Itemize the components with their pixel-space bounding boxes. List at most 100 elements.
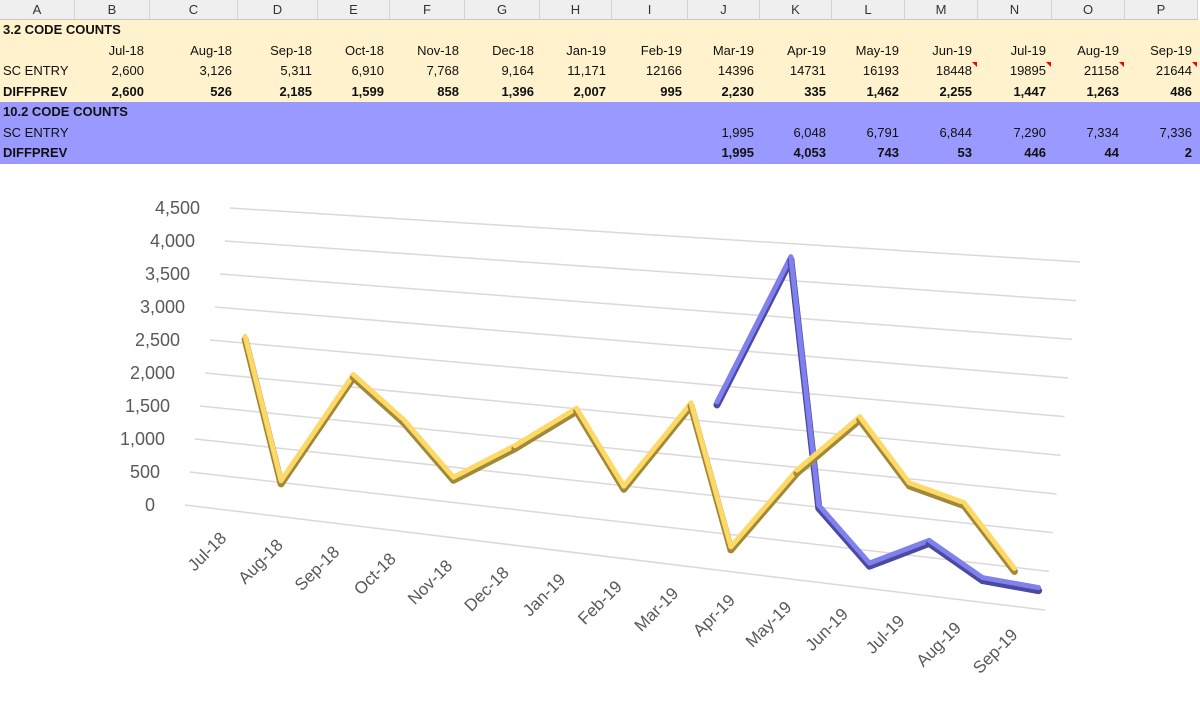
cell-L[interactable]: 6,791 — [866, 124, 899, 140]
column-header-M[interactable]: M — [905, 0, 978, 20]
cell-E[interactable]: 6,910 — [351, 63, 384, 78]
column-header-A[interactable]: A — [0, 0, 75, 20]
cell-B[interactable] — [75, 123, 150, 143]
row-label[interactable]: DIFFPREV — [3, 145, 68, 160]
cell-F[interactable] — [390, 143, 465, 163]
cell-I[interactable] — [612, 123, 688, 143]
comment-indicator-icon[interactable] — [1192, 62, 1197, 67]
column-header-F[interactable]: F — [390, 0, 465, 20]
cell-O[interactable]: 44 — [1104, 145, 1119, 160]
cell-O[interactable]: 21158 — [1083, 63, 1119, 78]
cell-K[interactable]: 14731 — [789, 63, 826, 78]
section-title[interactable]: 10.2 CODE COUNTS — [3, 104, 128, 119]
column-header-K[interactable]: K — [760, 0, 832, 20]
cell-P[interactable]: Sep-19 — [1150, 42, 1192, 58]
cell-M[interactable]: 2,255 — [939, 83, 972, 99]
cell-N[interactable]: 1,447 — [1013, 83, 1046, 99]
cell-P[interactable]: 486 — [1170, 83, 1192, 99]
column-header-O[interactable]: O — [1052, 0, 1125, 20]
comment-indicator-icon[interactable] — [1046, 62, 1051, 67]
cell-D[interactable]: Sep-18 — [270, 42, 312, 58]
cell-N[interactable]: 7,290 — [1013, 124, 1046, 140]
cell-B[interactable]: Jul-18 — [108, 42, 144, 58]
cell-G[interactable]: 1,396 — [501, 83, 534, 99]
cell-B[interactable]: 2,600 — [111, 83, 144, 99]
cell-J[interactable]: 1,995 — [721, 145, 754, 160]
column-header-G[interactable]: G — [465, 0, 540, 20]
cell-L[interactable]: 16193 — [862, 63, 899, 78]
cell-O[interactable]: Aug-19 — [1077, 42, 1119, 58]
cell-J[interactable]: 1,995 — [721, 124, 754, 140]
cell-H[interactable]: 11,171 — [567, 63, 606, 78]
cell-D[interactable] — [238, 123, 318, 143]
cell-H[interactable] — [540, 123, 612, 143]
column-header-C[interactable]: C — [150, 0, 238, 20]
cell-J[interactable]: 2,230 — [721, 83, 754, 99]
cell-G[interactable]: 9,164 — [501, 63, 534, 78]
cell-C[interactable]: Aug-18 — [190, 42, 232, 58]
section-title[interactable]: 3.2 CODE COUNTS — [3, 22, 121, 37]
column-header-D[interactable]: D — [238, 0, 318, 20]
column-header-J[interactable]: J — [688, 0, 760, 20]
cell-C[interactable]: 3,126 — [199, 63, 232, 78]
cell-G[interactable] — [465, 143, 540, 163]
cell-L[interactable]: 743 — [877, 145, 899, 160]
cell-G[interactable]: Dec-18 — [492, 42, 534, 58]
cell-C[interactable] — [150, 123, 238, 143]
cell-P[interactable]: 2 — [1184, 145, 1192, 160]
row-label[interactable]: DIFFPREV — [3, 83, 68, 99]
cell-G[interactable] — [465, 123, 540, 143]
cell-M[interactable]: 18448 — [935, 63, 972, 78]
cell-M[interactable]: Jun-19 — [932, 42, 972, 58]
cell-H[interactable]: 2,007 — [573, 83, 606, 99]
cell-P[interactable]: 7,336 — [1159, 124, 1192, 140]
cell-I[interactable]: Feb-19 — [640, 42, 682, 58]
column-header-H[interactable]: H — [540, 0, 612, 20]
cell-N[interactable]: 446 — [1024, 145, 1046, 160]
cell-E[interactable]: Oct-18 — [344, 42, 384, 58]
cell-M[interactable]: 53 — [957, 145, 972, 160]
cell-O[interactable]: 1,263 — [1086, 83, 1119, 99]
column-header-I[interactable]: I — [612, 0, 688, 20]
cell-E[interactable] — [318, 143, 390, 163]
column-header-P[interactable]: P — [1125, 0, 1198, 20]
cell-D[interactable]: 2,185 — [279, 83, 312, 99]
cell-C[interactable] — [150, 143, 238, 163]
line-chart-3d[interactable]: 0 500 1,000 1,500 2,000 2,500 3,000 3,500 4,000 4… — [0, 166, 1200, 728]
cell-C[interactable]: 526 — [210, 83, 232, 99]
cell-E[interactable] — [318, 123, 390, 143]
cell-K[interactable]: Apr-19 — [786, 42, 826, 58]
cell-J[interactable]: 14396 — [717, 63, 754, 78]
cell-I[interactable]: 12166 — [645, 63, 682, 78]
cell-K[interactable]: 4,053 — [793, 145, 826, 160]
cell-F[interactable]: 858 — [437, 83, 459, 99]
cell-I[interactable] — [612, 143, 688, 163]
cell-B[interactable] — [75, 143, 150, 163]
cell-J[interactable]: Mar-19 — [712, 42, 754, 58]
cell-P[interactable]: 21644 — [1155, 63, 1192, 78]
column-header-L[interactable]: L — [832, 0, 905, 20]
cell-D[interactable]: 5,311 — [280, 63, 312, 78]
column-header-N[interactable]: N — [978, 0, 1052, 20]
cell-D[interactable] — [238, 143, 318, 163]
column-header-B[interactable]: B — [75, 0, 150, 20]
cell-L[interactable]: 1,462 — [866, 83, 899, 99]
cell-I[interactable]: 995 — [660, 83, 682, 99]
comment-indicator-icon[interactable] — [972, 62, 977, 67]
cell-F[interactable]: 7,768 — [426, 63, 459, 78]
cell-H[interactable]: Jan-19 — [566, 42, 606, 58]
cell-M[interactable]: 6,844 — [939, 124, 972, 140]
cell-N[interactable]: 19895 — [1009, 63, 1046, 78]
cell-F[interactable] — [390, 123, 465, 143]
cell-K[interactable]: 335 — [804, 83, 826, 99]
cell-N[interactable]: Jul-19 — [1010, 42, 1046, 58]
cell-B[interactable]: 2,600 — [111, 63, 144, 78]
row-label[interactable]: SC ENTRY — [3, 124, 69, 140]
cell-F[interactable]: Nov-18 — [417, 42, 459, 58]
cell-K[interactable]: 6,048 — [793, 124, 826, 140]
cell-H[interactable] — [540, 143, 612, 163]
column-header-E[interactable]: E — [318, 0, 390, 20]
cell-L[interactable]: May-19 — [855, 42, 899, 58]
cell-O[interactable]: 7,334 — [1086, 124, 1119, 140]
cell-E[interactable]: 1,599 — [351, 83, 384, 99]
